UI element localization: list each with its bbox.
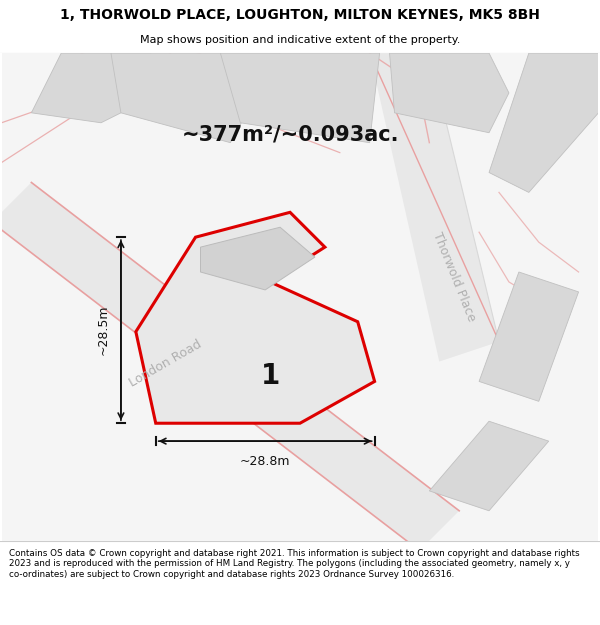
Polygon shape <box>389 53 509 132</box>
Text: ~377m²/~0.093ac.: ~377m²/~0.093ac. <box>181 125 399 145</box>
Polygon shape <box>370 53 499 361</box>
Text: 1: 1 <box>260 362 280 391</box>
Polygon shape <box>479 272 578 401</box>
Polygon shape <box>31 53 161 122</box>
Polygon shape <box>2 53 598 541</box>
Polygon shape <box>430 421 549 511</box>
Polygon shape <box>111 53 280 143</box>
Text: Contains OS data © Crown copyright and database right 2021. This information is : Contains OS data © Crown copyright and d… <box>9 549 580 579</box>
Text: London Road: London Road <box>127 338 204 389</box>
Text: ~28.8m: ~28.8m <box>240 454 290 468</box>
Polygon shape <box>220 53 380 143</box>
Text: 1, THORWOLD PLACE, LOUGHTON, MILTON KEYNES, MK5 8BH: 1, THORWOLD PLACE, LOUGHTON, MILTON KEYN… <box>60 8 540 22</box>
Polygon shape <box>489 53 598 192</box>
Text: ~28.5m: ~28.5m <box>97 305 110 356</box>
Polygon shape <box>0 182 459 551</box>
Polygon shape <box>200 228 315 290</box>
Text: Map shows position and indicative extent of the property.: Map shows position and indicative extent… <box>140 35 460 45</box>
Polygon shape <box>136 213 374 423</box>
Text: Thorwold Place: Thorwold Place <box>430 231 478 324</box>
